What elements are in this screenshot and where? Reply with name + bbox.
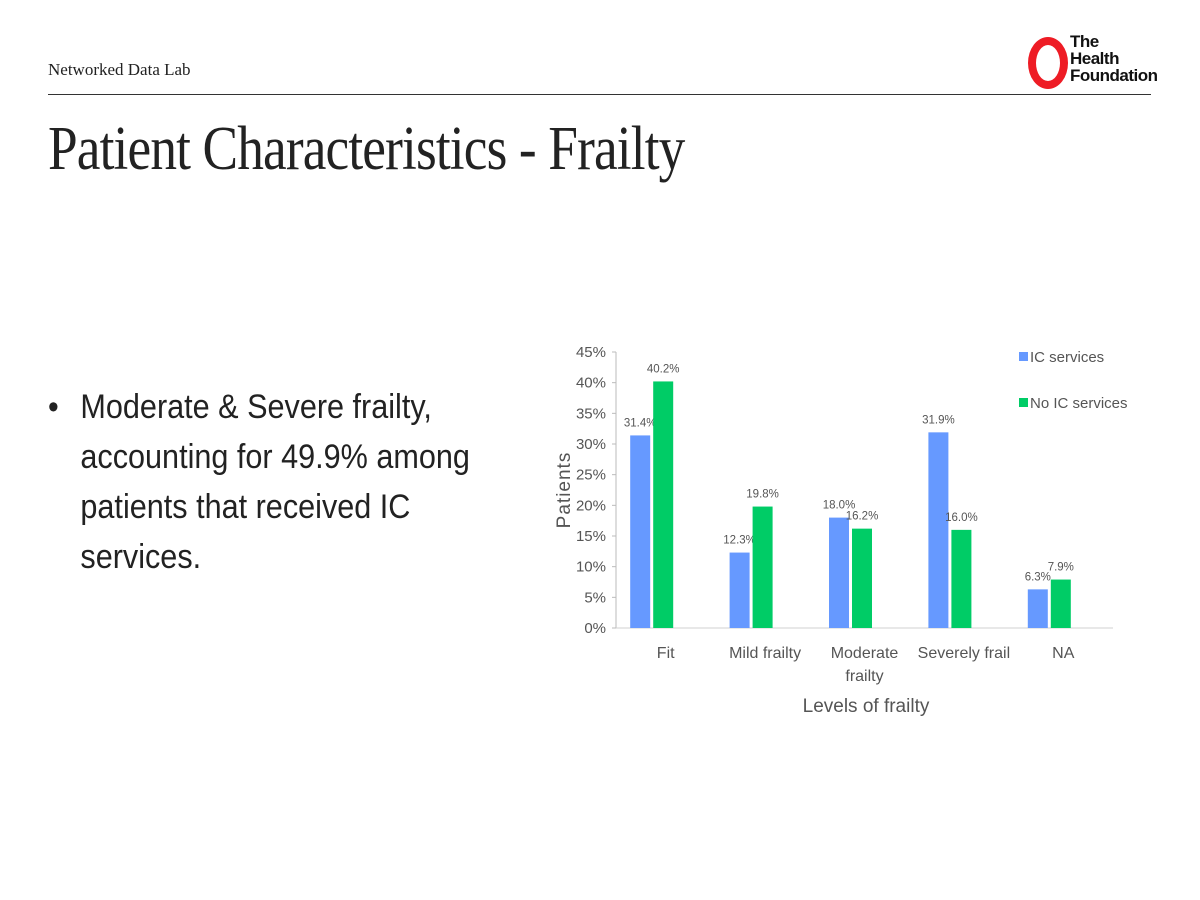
slide-title: Patient Characteristics - Frailty xyxy=(48,115,685,183)
x-tick-label: Mild frailty xyxy=(729,645,801,662)
data-label: 18.0% xyxy=(823,500,856,512)
logo-text: The Health Foundation xyxy=(1070,33,1158,84)
data-label: 31.9% xyxy=(922,414,955,426)
data-label: 40.2% xyxy=(647,363,680,375)
logo-line: The xyxy=(1070,32,1099,51)
y-tick-label: 15% xyxy=(576,528,606,545)
y-tick-label: 35% xyxy=(576,405,606,422)
y-tick-label: 25% xyxy=(576,467,606,484)
x-tick-label: NA xyxy=(1052,645,1075,662)
data-label: 16.2% xyxy=(846,511,879,523)
bar-ic-services xyxy=(1027,589,1048,628)
bar-no-ic-services xyxy=(951,529,972,628)
bar-ic-services xyxy=(630,435,651,628)
y-tick-label: 40% xyxy=(576,375,606,392)
legend-label: No IC services xyxy=(1030,395,1128,412)
y-tick-label: 20% xyxy=(576,497,606,514)
y-tick-label: 10% xyxy=(576,559,606,576)
bullet-text: Moderate & Severe frailty, accounting fo… xyxy=(80,388,470,576)
bar-ic-services xyxy=(829,517,849,628)
bar-no-ic-services xyxy=(852,528,872,628)
y-tick-label: 0% xyxy=(584,620,606,637)
bar-no-ic-services xyxy=(653,381,674,628)
bullet-marker: • xyxy=(48,388,59,426)
bar-no-ic-services xyxy=(1050,579,1071,628)
legend-swatch xyxy=(1019,352,1028,361)
data-label: 19.8% xyxy=(746,489,779,501)
bar-ic-services xyxy=(928,432,949,628)
data-label: 12.3% xyxy=(723,535,756,547)
header-divider xyxy=(48,94,1151,95)
legend-swatch xyxy=(1019,398,1028,407)
y-tick-label: 30% xyxy=(576,436,606,453)
data-label: 7.9% xyxy=(1048,562,1074,574)
logo-line: Health xyxy=(1070,49,1119,68)
logo-line: Foundation xyxy=(1070,66,1158,85)
logo-ring-icon xyxy=(1028,37,1068,89)
y-tick-label: 5% xyxy=(584,589,606,606)
x-axis-title: Levels of frailty xyxy=(803,696,930,717)
data-label: 16.0% xyxy=(945,512,978,524)
health-foundation-logo: The Health Foundation xyxy=(1026,33,1158,89)
x-tick-label: Severely frail xyxy=(918,645,1010,662)
x-tick-label: Moderate xyxy=(831,645,899,662)
x-tick-label: Fit xyxy=(657,645,675,662)
x-tick-label: frailty xyxy=(845,668,883,685)
bar-ic-services xyxy=(729,552,750,628)
data-label: 31.4% xyxy=(624,417,657,429)
bar-no-ic-services xyxy=(752,506,773,628)
legend-label: IC services xyxy=(1030,349,1104,366)
y-axis-title: Patients xyxy=(554,452,575,529)
data-label: 6.3% xyxy=(1025,571,1051,583)
org-name: Networked Data Lab xyxy=(48,60,191,79)
y-tick-label: 45% xyxy=(576,344,606,361)
